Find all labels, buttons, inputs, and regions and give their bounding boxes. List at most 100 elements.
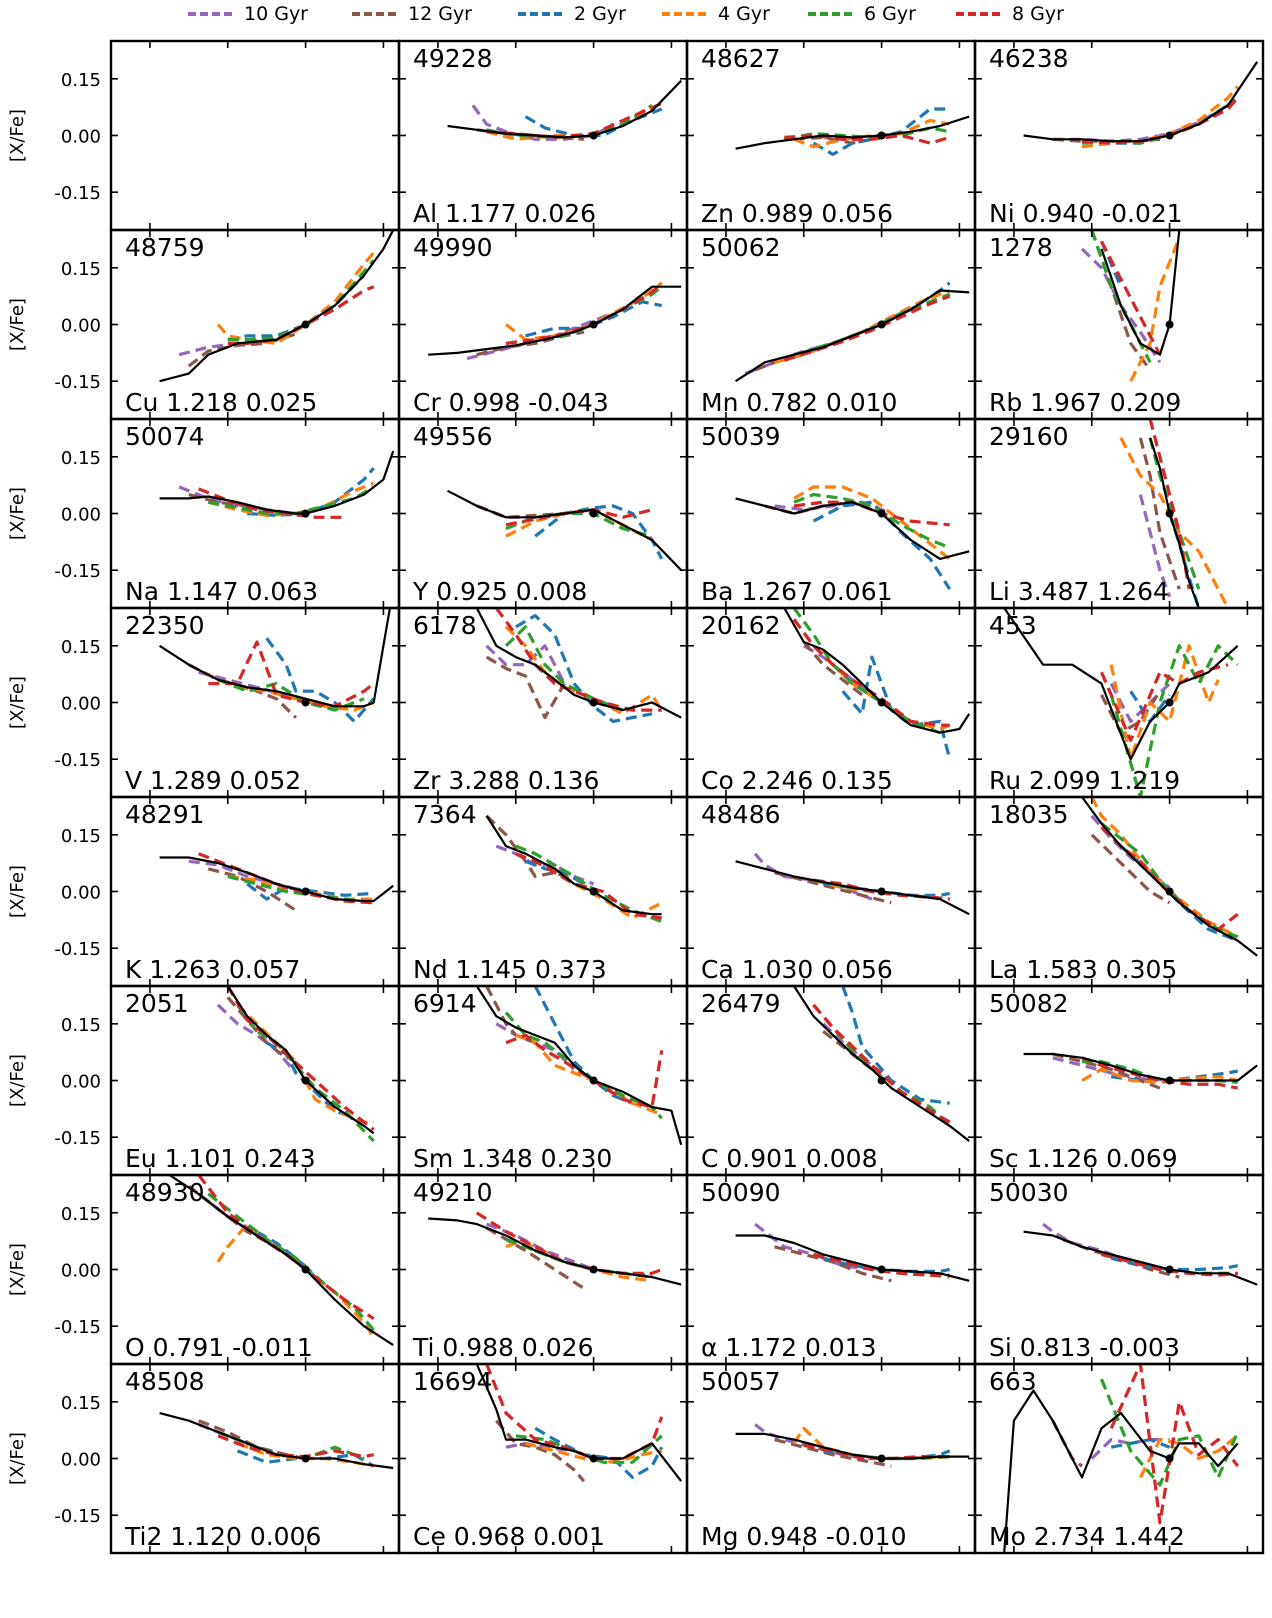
series-line-10-gyr — [466, 311, 614, 361]
panel-453: 453 Ru 2.099 1.219 — [973, 606, 1265, 799]
legend-label: 4 Gyr — [718, 3, 770, 25]
y-tick-label: 0.00 — [61, 505, 101, 526]
series-line-6-gyr — [812, 1003, 951, 1128]
solar-point — [1165, 698, 1174, 707]
y-tick-label: 0.00 — [61, 316, 101, 337]
series-line-6-gyr — [515, 844, 663, 924]
series-line-8-gyr — [475, 1211, 663, 1275]
fit-line — [159, 608, 392, 708]
panel-number: 663 — [989, 1367, 1037, 1396]
series-line-2-gyr — [812, 500, 952, 590]
y-axis-label: [X/Fe] — [7, 298, 28, 351]
legend-swatch — [352, 12, 396, 16]
series-line-12-gyr — [1138, 437, 1181, 590]
y-tick-label: 0.15 — [61, 70, 101, 91]
panel-2051: 2051 Eu 1.101 0.243 0.15 0.00 -0.15 [X/Fe] — [7, 984, 401, 1177]
panel-7364: 7364 Nd 1.145 0.373 — [397, 795, 689, 988]
panel-lines — [1023, 1222, 1258, 1286]
panel-50074: 50074 Na 1.147 0.063 0.15 0.00 -0.15 [X/Fe] — [7, 417, 401, 610]
series-line-10-gyr — [744, 315, 893, 376]
panel-lines — [735, 1423, 970, 1468]
panel-label: Ni 0.940 -0.021 — [989, 199, 1183, 228]
panel-label: Nd 1.145 0.373 — [413, 955, 607, 984]
panel-label: K 1.263 0.057 — [125, 955, 300, 984]
panel-18035: 18035 La 1.583 0.305 — [973, 795, 1265, 988]
series-line-12-gyr — [485, 814, 575, 882]
panel-number: 20162 — [701, 611, 781, 640]
fit-line — [159, 450, 395, 515]
panel-lines — [735, 852, 970, 916]
panel-label: Ba 1.267 0.061 — [701, 577, 893, 606]
series-line-8-gyr — [812, 1003, 951, 1124]
y-tick-label: 0.15 — [61, 1015, 101, 1036]
series-line-8-gyr — [197, 1175, 375, 1320]
series-line-2-gyr — [812, 107, 950, 156]
series-line-10-gyr — [1042, 1222, 1161, 1272]
solar-point — [1165, 1265, 1174, 1274]
panel-label: Na 1.147 0.063 — [125, 577, 318, 606]
panel-lines — [475, 608, 682, 724]
panel-48508: 48508 Ti2 1.120 0.006 0.15 0.00 -0.15 [X/Fe] — [7, 1362, 401, 1555]
panel-48627: 48627 Zn 0.989 0.056 — [685, 39, 977, 232]
series-line-8-gyr — [208, 640, 375, 708]
panel-lines — [735, 107, 970, 156]
y-axis-label: [X/Fe] — [7, 1243, 28, 1296]
panel-label: Y 0.925 0.008 — [412, 577, 587, 606]
legend-swatch — [956, 12, 1000, 16]
y-tick-label: 0.00 — [61, 883, 101, 904]
solar-point — [877, 1454, 886, 1463]
panel-48759: 48759 Cu 1.218 0.025 0.15 0.00 -0.15 [X/Fe] — [7, 228, 401, 421]
series-line-6-gyr — [1090, 230, 1152, 364]
series-line-8-gyr — [1100, 240, 1162, 356]
panel-20162: 20162 Co 2.246 0.135 — [685, 606, 977, 799]
y-tick-label: -0.15 — [54, 1317, 101, 1338]
panel-lines — [1023, 1052, 1258, 1090]
panel-lines — [1119, 419, 1230, 608]
series-line-12-gyr — [1100, 690, 1162, 735]
panel-number: 50090 — [701, 1178, 781, 1207]
panel-50062: 50062 Mn 0.782 0.010 — [685, 228, 977, 421]
panel-label: O 0.791 -0.011 — [125, 1333, 313, 1362]
panel-label: Sm 1.348 0.230 — [413, 1144, 612, 1173]
fit-line — [735, 1234, 970, 1282]
panel-number: 453 — [989, 611, 1037, 640]
series-line-2-gyr — [793, 281, 951, 357]
y-axis-label: [X/Fe] — [7, 109, 28, 162]
series-line-4-gyr — [792, 1426, 941, 1461]
series-line-12-gyr — [774, 1245, 892, 1283]
panel-label: C 0.901 0.008 — [701, 1144, 878, 1173]
series-line-10-gyr — [485, 644, 566, 685]
panel-number: 16694 — [413, 1367, 493, 1396]
fit-line — [1023, 61, 1259, 143]
series-line-12-gyr — [774, 1438, 892, 1468]
panel-number: 48759 — [125, 233, 205, 262]
series-line-8-gyr — [1109, 1364, 1239, 1525]
series-line-4-gyr — [792, 618, 951, 731]
panel-number: 29160 — [989, 422, 1069, 451]
series-line-8-gyr — [226, 986, 375, 1131]
panel-number: 22350 — [125, 611, 205, 640]
panel-lines — [485, 814, 663, 924]
fit-line — [475, 1364, 683, 1482]
solar-point — [301, 698, 310, 707]
series-line-6-gyr — [1148, 437, 1201, 590]
legend-item: 4 Gyr — [662, 2, 770, 26]
y-tick-label: -0.15 — [54, 1506, 101, 1527]
panel-number: 50039 — [701, 422, 781, 451]
series-line-10-gyr — [216, 1003, 298, 1074]
y-axis-label: [X/Fe] — [7, 487, 28, 540]
series-line-12-gyr — [485, 655, 566, 720]
series-line-4-gyr — [1119, 437, 1230, 608]
series-line-8-gyr — [515, 852, 662, 920]
panel-number: 1278 — [989, 233, 1053, 262]
fit-line — [428, 1217, 682, 1286]
series-line-4-gyr — [236, 1003, 374, 1124]
series-line-12-gyr — [1090, 230, 1152, 371]
panel-number: 26479 — [701, 989, 781, 1018]
panel-number: 48508 — [125, 1367, 205, 1396]
fit-line — [735, 1432, 970, 1460]
series-line-6-gyr — [217, 678, 365, 712]
solar-point — [877, 698, 886, 707]
panel-label: Ce 0.968 0.001 — [413, 1522, 605, 1551]
y-tick-label: -0.15 — [54, 561, 101, 582]
